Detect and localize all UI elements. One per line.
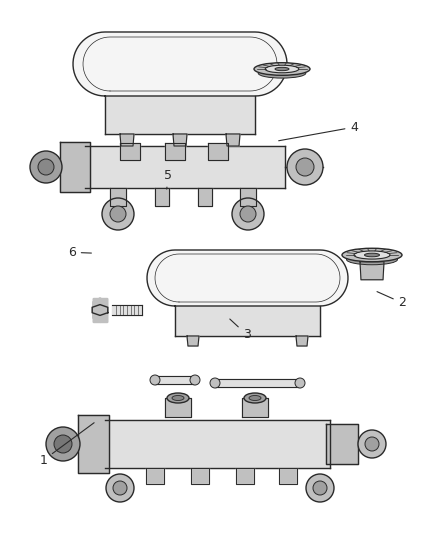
- Polygon shape: [110, 188, 126, 206]
- Polygon shape: [236, 468, 254, 484]
- Ellipse shape: [254, 63, 310, 75]
- Ellipse shape: [346, 254, 398, 265]
- Circle shape: [106, 474, 134, 502]
- Text: 1: 1: [39, 423, 94, 467]
- Circle shape: [306, 474, 334, 502]
- Circle shape: [296, 158, 314, 176]
- Text: 2: 2: [377, 292, 406, 310]
- Circle shape: [210, 378, 220, 388]
- Polygon shape: [155, 188, 169, 206]
- Polygon shape: [215, 379, 300, 387]
- Polygon shape: [93, 298, 100, 322]
- Text: 5: 5: [164, 168, 172, 189]
- Polygon shape: [279, 468, 297, 484]
- Circle shape: [295, 378, 305, 388]
- Circle shape: [190, 375, 200, 385]
- Polygon shape: [120, 134, 134, 146]
- Ellipse shape: [275, 67, 289, 71]
- Polygon shape: [326, 424, 358, 464]
- Ellipse shape: [249, 395, 261, 400]
- Polygon shape: [73, 32, 287, 96]
- Ellipse shape: [167, 393, 189, 403]
- Polygon shape: [146, 468, 164, 484]
- Polygon shape: [240, 188, 256, 206]
- Polygon shape: [92, 304, 108, 316]
- Polygon shape: [296, 336, 308, 346]
- Ellipse shape: [172, 395, 184, 400]
- Circle shape: [358, 430, 386, 458]
- Ellipse shape: [342, 248, 402, 262]
- Text: 3: 3: [230, 319, 251, 342]
- Polygon shape: [173, 134, 187, 146]
- Circle shape: [313, 481, 327, 495]
- Polygon shape: [175, 306, 320, 336]
- Circle shape: [150, 375, 160, 385]
- Polygon shape: [105, 420, 330, 468]
- Polygon shape: [360, 262, 384, 280]
- Circle shape: [46, 427, 80, 461]
- Polygon shape: [120, 143, 140, 160]
- Polygon shape: [93, 298, 100, 322]
- Circle shape: [113, 481, 127, 495]
- Circle shape: [232, 198, 264, 230]
- Polygon shape: [112, 305, 142, 315]
- Ellipse shape: [364, 253, 379, 257]
- Circle shape: [287, 149, 323, 185]
- Ellipse shape: [265, 65, 299, 73]
- Circle shape: [54, 435, 72, 453]
- Polygon shape: [147, 250, 348, 306]
- Polygon shape: [187, 336, 199, 346]
- Polygon shape: [155, 376, 195, 384]
- Polygon shape: [165, 143, 185, 160]
- Polygon shape: [208, 143, 228, 160]
- Polygon shape: [191, 468, 209, 484]
- Polygon shape: [226, 134, 240, 146]
- Ellipse shape: [258, 68, 306, 78]
- Ellipse shape: [244, 393, 266, 403]
- Polygon shape: [105, 96, 255, 134]
- Text: 6: 6: [68, 246, 92, 259]
- Ellipse shape: [354, 251, 390, 259]
- Polygon shape: [100, 298, 107, 322]
- Polygon shape: [100, 298, 107, 322]
- Circle shape: [365, 437, 379, 451]
- Circle shape: [102, 198, 134, 230]
- Ellipse shape: [257, 63, 307, 75]
- Circle shape: [38, 159, 54, 175]
- Circle shape: [110, 206, 126, 222]
- Polygon shape: [78, 415, 109, 473]
- Circle shape: [240, 206, 256, 222]
- Circle shape: [30, 151, 62, 183]
- Polygon shape: [60, 142, 90, 192]
- Text: 4: 4: [279, 120, 358, 141]
- Polygon shape: [198, 188, 212, 206]
- Polygon shape: [242, 398, 268, 417]
- Ellipse shape: [345, 249, 399, 261]
- Polygon shape: [85, 146, 285, 188]
- Polygon shape: [165, 398, 191, 417]
